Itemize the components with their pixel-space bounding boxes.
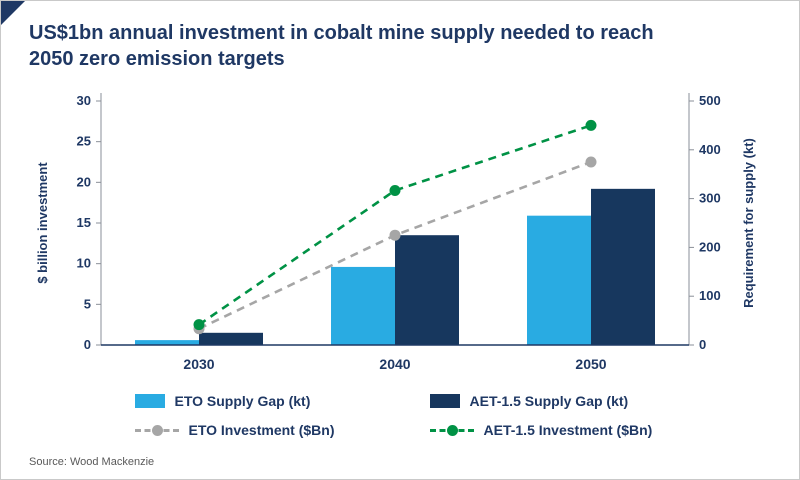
corner-accent: [1, 1, 25, 25]
bar-eto-2050: [527, 215, 591, 345]
eto-investment-marker-2040: [389, 229, 401, 241]
legend-item-eto-investment: ETO Investment ($Bn): [93, 422, 388, 438]
right-axis-tick-label: 500: [699, 93, 721, 108]
aet-investment-marker-2040: [389, 184, 401, 196]
source-note: Source: Wood Mackenzie: [29, 456, 155, 468]
left-axis-title: $ billion investment: [35, 162, 50, 284]
legend-label: ETO Supply Gap (kt): [174, 393, 311, 409]
right-axis-title: Requirement for supply (kt): [741, 138, 756, 308]
left-axis-tick-label: 5: [84, 296, 91, 311]
bar-aet-2030: [199, 332, 263, 345]
legend-label: AET-1.5 Supply Gap (kt): [469, 393, 629, 409]
page-title: US$1bn annual investment in cobalt mine …: [29, 21, 771, 72]
aet-supply-gap-swatch: [429, 394, 460, 408]
page-title-line-2: 2050 zero emission targets: [29, 47, 285, 70]
left-axis-tick-label: 20: [77, 174, 91, 189]
legend-item-eto-supply-gap: ETO Supply Gap (kt): [93, 393, 388, 409]
legend-label: ETO Investment ($Bn): [188, 422, 335, 438]
left-axis-tick-label: 0: [84, 337, 91, 352]
chart-legend: ETO Supply Gap (kt) AET-1.5 Supply Gap (…: [1, 393, 799, 438]
aet-investment-marker-2030: [193, 319, 205, 331]
right-axis-tick-label: 400: [699, 142, 721, 157]
right-axis-tick-label: 100: [699, 288, 721, 303]
right-axis-tick-label: 0: [699, 337, 706, 352]
right-axis-tick-label: 200: [699, 239, 721, 254]
bar-eto-2040: [331, 266, 395, 345]
x-axis-label-2050: 2050: [575, 356, 606, 372]
x-axis-label-2030: 2030: [183, 356, 214, 372]
aet-investment-swatch: [429, 424, 474, 436]
bar-aet-2050: [591, 188, 655, 345]
left-axis-tick-label: 30: [77, 93, 91, 108]
x-axis-label-2040: 2040: [379, 356, 410, 372]
legend-item-aet-investment: AET-1.5 Investment ($Bn): [388, 422, 708, 438]
page-title-line-1: US$1bn annual investment in cobalt mine …: [29, 22, 654, 44]
left-axis-tick-label: 15: [77, 215, 91, 230]
left-axis-tick-label: 25: [77, 134, 91, 149]
eto-investment-marker-2050: [585, 156, 597, 168]
eto-investment-swatch: [134, 424, 179, 436]
right-axis-tick-label: 300: [699, 191, 721, 206]
legend-item-aet-supply-gap: AET-1.5 Supply Gap (kt): [388, 393, 708, 409]
aet-investment-marker-2050: [585, 119, 597, 131]
bar-aet-2040: [395, 235, 459, 345]
eto-supply-gap-swatch: [134, 394, 165, 408]
legend-label: AET-1.5 Investment ($Bn): [483, 422, 653, 438]
bar-eto-2030: [135, 340, 199, 345]
left-axis-tick-label: 10: [77, 256, 91, 271]
